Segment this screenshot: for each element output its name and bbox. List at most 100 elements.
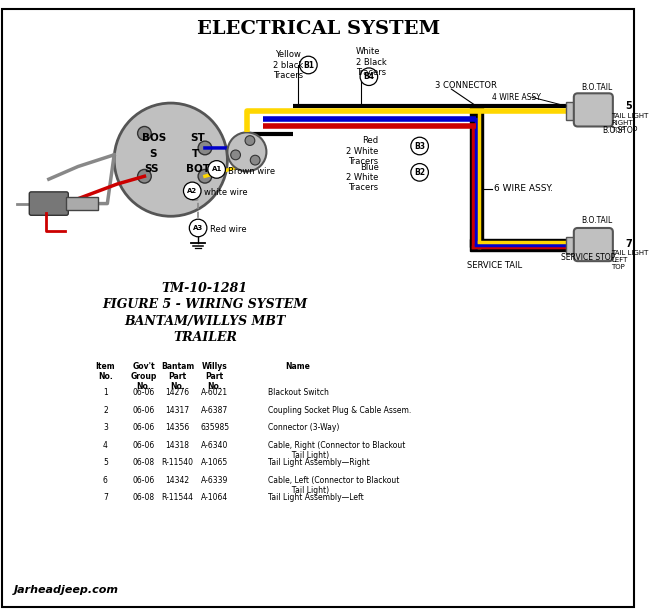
Bar	[566, 237, 578, 254]
Text: B.O.TAIL: B.O.TAIL	[582, 83, 613, 92]
Bar	[470, 106, 483, 248]
Text: 4: 4	[103, 440, 108, 450]
FancyBboxPatch shape	[29, 192, 68, 215]
Text: Cable, Right (Connector to Blackout
          Tail Light): Cable, Right (Connector to Blackout Tail…	[269, 440, 406, 460]
Text: R-11544: R-11544	[162, 493, 194, 503]
Text: 5: 5	[625, 101, 632, 111]
Text: 3 CONNECTOR: 3 CONNECTOR	[436, 81, 497, 90]
Text: white wire: white wire	[204, 188, 248, 197]
Text: A2: A2	[187, 188, 198, 194]
Text: 06-06: 06-06	[132, 405, 155, 415]
FancyBboxPatch shape	[574, 228, 613, 261]
Text: Bantam
Part
No.: Bantam Part No.	[161, 362, 194, 392]
Circle shape	[360, 68, 378, 86]
Text: B4: B4	[363, 72, 374, 81]
Text: 635985: 635985	[200, 423, 230, 432]
Text: A-6339: A-6339	[201, 476, 228, 485]
Text: Brown wire: Brown wire	[228, 167, 276, 176]
Text: A-1065: A-1065	[201, 458, 228, 468]
Text: A1: A1	[211, 166, 222, 172]
Text: Name: Name	[285, 362, 310, 371]
Text: Blue
2 White
Tracers: Blue 2 White Tracers	[346, 163, 379, 192]
Text: Coupling Socket Plug & Cable Assem.: Coupling Socket Plug & Cable Assem.	[269, 405, 411, 415]
Text: 06-08: 06-08	[132, 458, 155, 468]
Text: B3: B3	[414, 142, 425, 150]
Text: Item
No.: Item No.	[96, 362, 115, 381]
Circle shape	[138, 126, 151, 140]
Circle shape	[231, 150, 241, 160]
Circle shape	[228, 132, 267, 171]
Text: SS: SS	[144, 164, 158, 174]
Text: ST: ST	[190, 133, 205, 143]
Bar	[566, 102, 578, 120]
Circle shape	[198, 141, 212, 155]
Bar	[470, 239, 566, 251]
Text: 14276: 14276	[166, 388, 190, 397]
Circle shape	[138, 169, 151, 183]
Text: R-11540: R-11540	[162, 458, 194, 468]
Circle shape	[250, 155, 260, 165]
Text: 14317: 14317	[166, 405, 190, 415]
Text: Red
2 White
Tracers: Red 2 White Tracers	[346, 136, 379, 166]
Circle shape	[183, 182, 201, 200]
Text: Blackout Switch: Blackout Switch	[269, 388, 329, 397]
Text: A-6021: A-6021	[201, 388, 228, 397]
Text: White
2 Black
Tracers: White 2 Black Tracers	[356, 47, 387, 77]
Text: 06-08: 06-08	[132, 493, 155, 503]
Text: 14318: 14318	[166, 440, 190, 450]
Text: Red wire: Red wire	[210, 225, 246, 235]
Text: BANTAM/WILLYS MBT: BANTAM/WILLYS MBT	[125, 315, 286, 328]
Text: 14342: 14342	[166, 476, 190, 485]
Text: BOS: BOS	[142, 133, 166, 143]
Text: 5: 5	[103, 458, 108, 468]
Text: SERVICE STOP: SERVICE STOP	[561, 253, 615, 262]
Text: 7: 7	[103, 493, 108, 503]
Circle shape	[411, 164, 428, 181]
Bar	[67, 197, 98, 211]
Text: 6: 6	[103, 476, 108, 485]
Text: ELECTRICAL SYSTEM: ELECTRICAL SYSTEM	[196, 20, 439, 38]
Text: Gov't
Group
No.: Gov't Group No.	[130, 362, 156, 392]
Text: Tail Light Assembly—Left: Tail Light Assembly—Left	[269, 493, 364, 503]
Text: TRAILER: TRAILER	[173, 331, 237, 344]
FancyBboxPatch shape	[574, 93, 613, 126]
Text: A-1064: A-1064	[201, 493, 228, 503]
Text: 06-06: 06-06	[132, 440, 155, 450]
Text: T: T	[192, 149, 199, 159]
Text: Cable, Left (Connector to Blackout
          Tail Light): Cable, Left (Connector to Blackout Tail …	[269, 476, 400, 495]
Text: Willys
Part
No.: Willys Part No.	[202, 362, 228, 392]
Circle shape	[114, 103, 228, 216]
Text: 06-06: 06-06	[132, 388, 155, 397]
Text: TAIL LIGHT
LEFT
TOP: TAIL LIGHT LEFT TOP	[611, 251, 648, 270]
Text: 6 WIRE ASSY.: 6 WIRE ASSY.	[494, 184, 553, 193]
Text: BOT: BOT	[186, 164, 210, 174]
Text: 2: 2	[103, 405, 108, 415]
Text: 06-06: 06-06	[132, 423, 155, 432]
Circle shape	[245, 136, 255, 145]
Circle shape	[411, 137, 428, 155]
Text: Jarheadjeep.com: Jarheadjeep.com	[14, 585, 119, 595]
Text: S: S	[149, 149, 157, 159]
Circle shape	[208, 161, 226, 178]
Text: FIGURE 5 - WIRING SYSTEM: FIGURE 5 - WIRING SYSTEM	[102, 298, 308, 311]
Circle shape	[189, 219, 207, 237]
Text: 3: 3	[103, 423, 108, 432]
Circle shape	[198, 169, 212, 183]
Text: 14356: 14356	[166, 423, 190, 432]
Text: 06-06: 06-06	[132, 476, 155, 485]
Text: B.O.TAIL: B.O.TAIL	[582, 216, 613, 225]
Text: 1: 1	[103, 388, 108, 397]
Text: TM-10-1281: TM-10-1281	[162, 282, 248, 294]
Text: B1: B1	[303, 60, 314, 70]
Text: 4 WIRE ASSY.: 4 WIRE ASSY.	[492, 93, 542, 102]
Text: A3: A3	[193, 225, 203, 231]
Text: B2: B2	[414, 168, 425, 177]
Text: Connector (3-Way): Connector (3-Way)	[269, 423, 340, 432]
Circle shape	[300, 56, 317, 74]
Text: SERVICE TAIL: SERVICE TAIL	[467, 261, 522, 270]
Text: Tail Light Assembly—Right: Tail Light Assembly—Right	[269, 458, 370, 468]
Text: A-6340: A-6340	[201, 440, 228, 450]
Text: B.O.STOP: B.O.STOP	[602, 126, 638, 135]
Text: A-6387: A-6387	[201, 405, 228, 415]
Text: 7: 7	[625, 238, 632, 249]
